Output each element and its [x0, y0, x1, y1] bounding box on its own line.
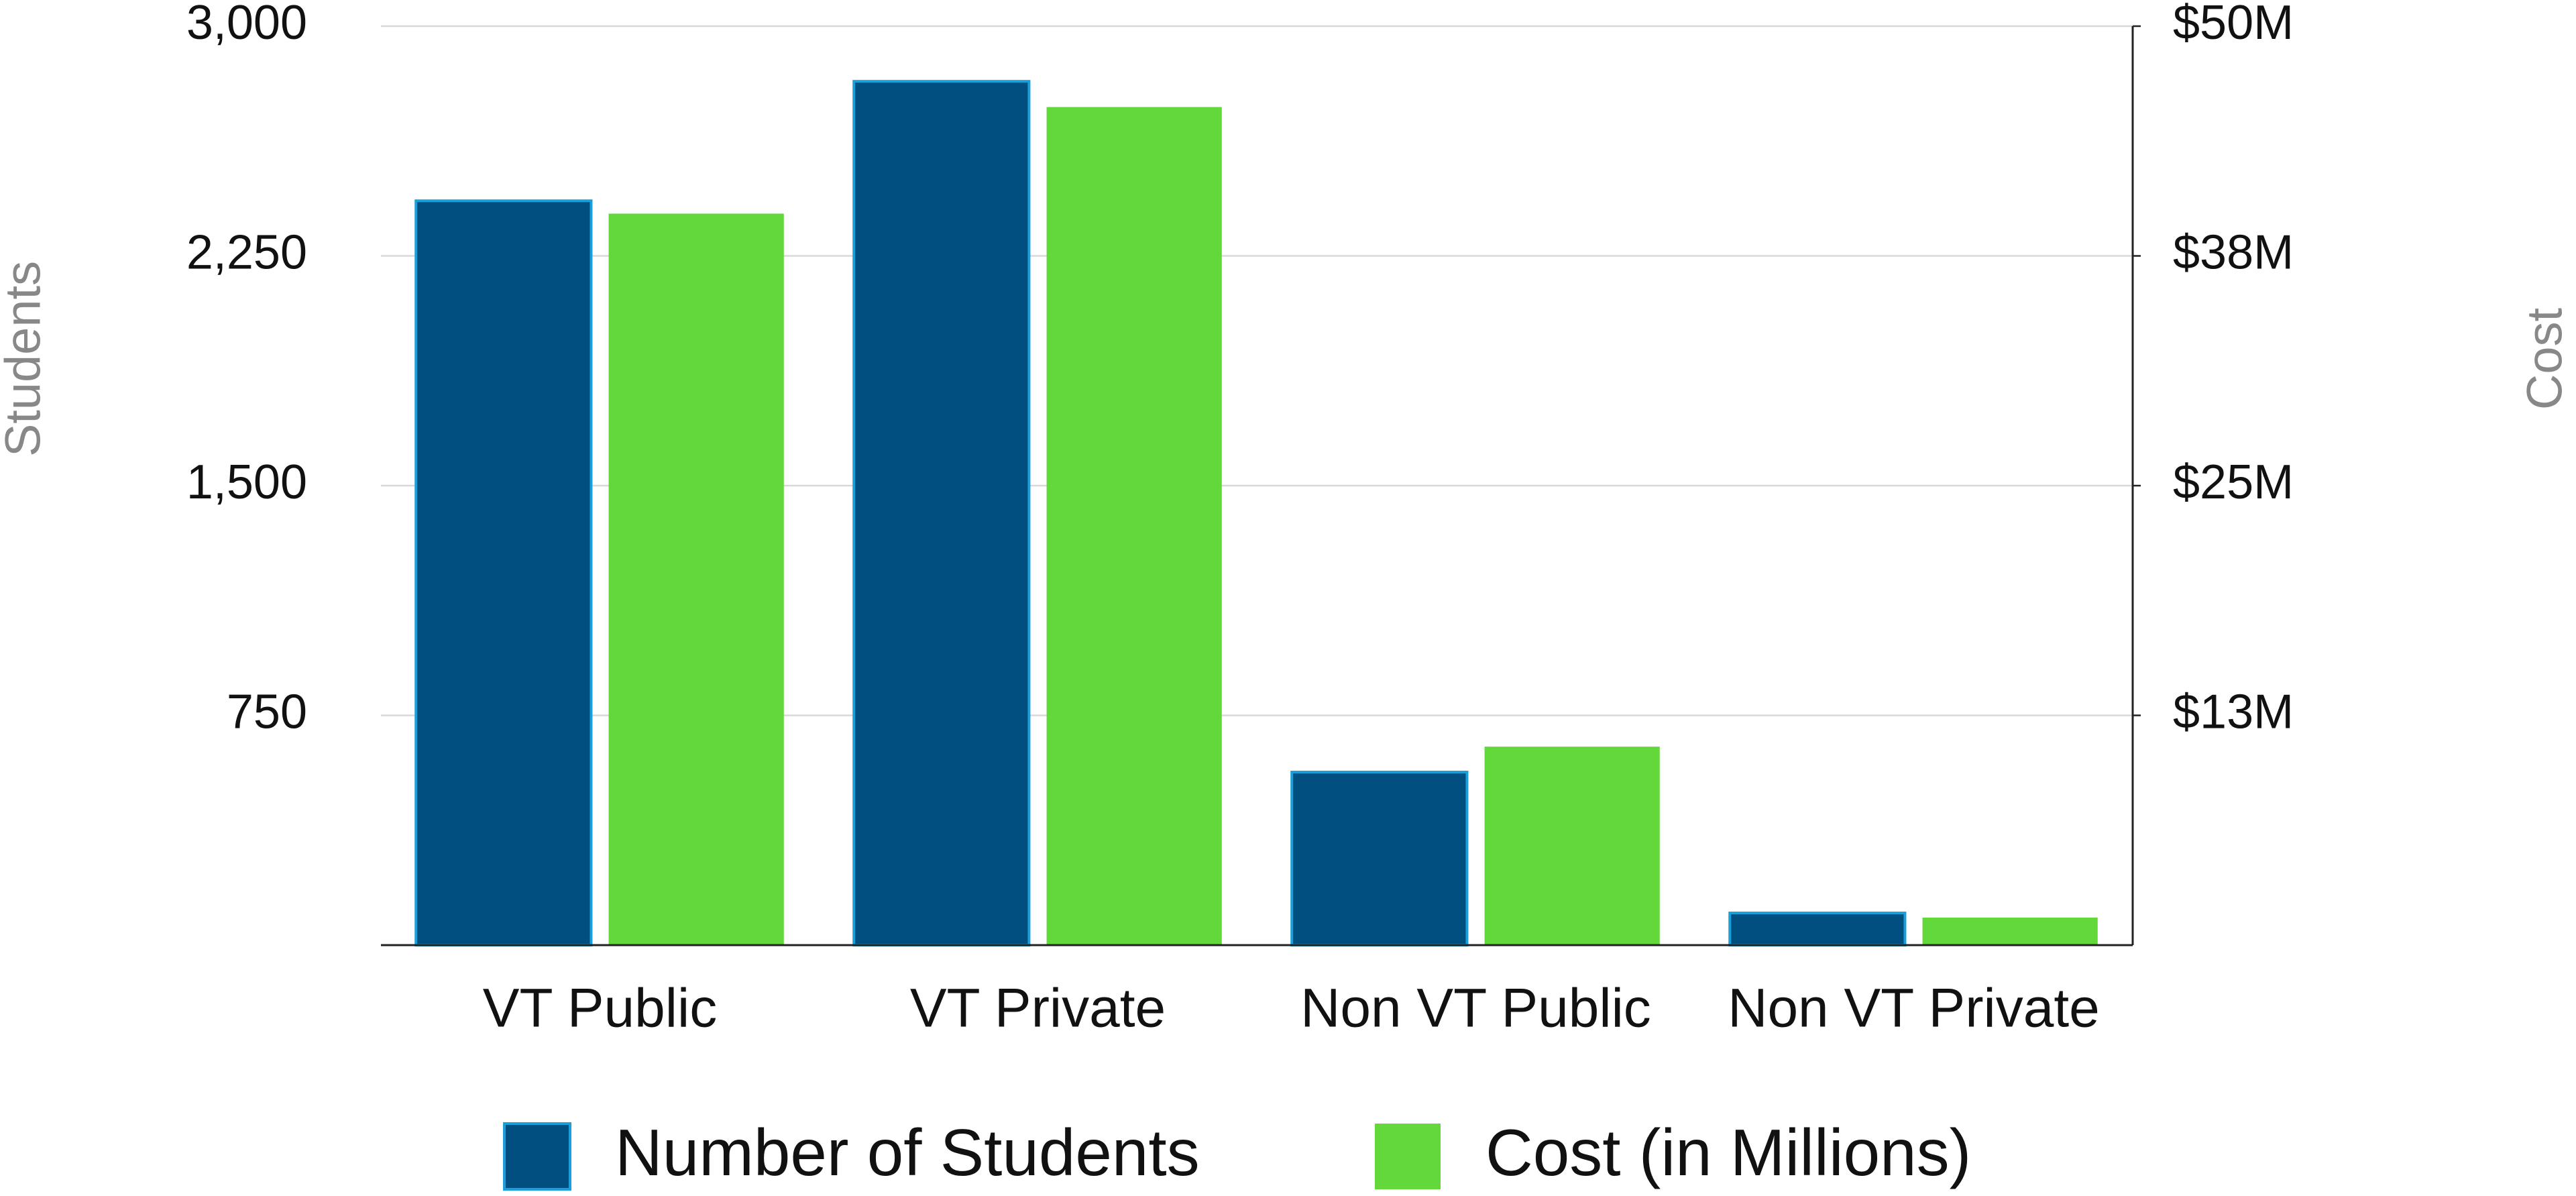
- legend-label: Cost (in Millions): [1486, 1116, 1971, 1189]
- y-tick-label: 1,500: [186, 455, 307, 509]
- y-tick-label: 3,000: [186, 0, 307, 50]
- x-tick-label: Non VT Public: [1300, 978, 1651, 1039]
- bar: [1046, 107, 1222, 945]
- y2-tick-label: $38M: [2173, 226, 2294, 280]
- bar: [1728, 912, 1907, 947]
- legend-label: Number of Students: [615, 1116, 1200, 1189]
- bar: [608, 213, 784, 946]
- y-tick-label: 2,250: [186, 226, 307, 280]
- legend-swatch: [503, 1122, 571, 1191]
- bar: [1484, 747, 1660, 945]
- y2-axis-title: Cost: [2517, 307, 2573, 410]
- bar: [414, 199, 593, 946]
- bar: [1922, 917, 2098, 945]
- y2-tick-label: $25M: [2173, 455, 2294, 509]
- x-tick-label: Non VT Private: [1728, 978, 2100, 1039]
- y2-tick-label: $13M: [2173, 686, 2294, 739]
- x-tick-label: VT Private: [910, 978, 1166, 1039]
- y2-tick-label: $50M: [2173, 0, 2294, 50]
- y-tick-label: 750: [227, 686, 307, 739]
- legend-swatch: [1375, 1124, 1441, 1189]
- bar: [852, 80, 1031, 947]
- y-axis-title: Students: [0, 261, 51, 457]
- x-tick-label: VT Public: [483, 978, 717, 1039]
- bar: [1290, 770, 1469, 946]
